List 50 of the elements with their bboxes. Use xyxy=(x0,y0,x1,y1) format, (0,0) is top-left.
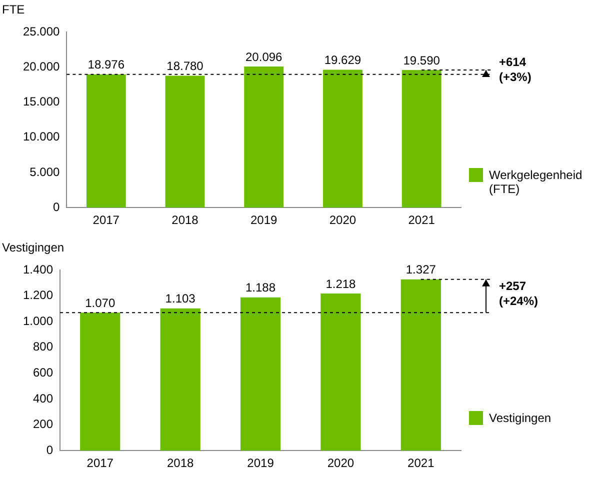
y-tick-label: 25.000 xyxy=(23,24,60,38)
annotation: +257 (+24%) xyxy=(499,278,538,308)
y-tick-label: 200 xyxy=(33,417,54,432)
x-tick-label: 2019 xyxy=(250,213,278,228)
data-label: 20.096 xyxy=(246,50,283,64)
x-tick-label: 2017 xyxy=(86,456,114,470)
data-label: 19.590 xyxy=(403,53,440,68)
y-tick-label: 1.200 xyxy=(23,288,54,302)
y-tick-label: 800 xyxy=(33,340,54,354)
y-tick-label: 10.000 xyxy=(23,130,60,144)
legend-label: Vestigingen xyxy=(489,410,552,425)
data-label: 1.103 xyxy=(165,292,196,306)
bar xyxy=(160,308,200,451)
y-axis-title: Vestigingen xyxy=(2,240,64,254)
legend-label: Werkgelegenheid (FTE) xyxy=(489,168,584,196)
bar xyxy=(322,70,362,208)
data-label: 19.629 xyxy=(324,53,362,68)
x-tick-label: 2019 xyxy=(247,456,274,470)
data-label: 18.780 xyxy=(166,59,204,73)
x-tick-label: 2017 xyxy=(92,213,120,228)
bar xyxy=(165,76,205,208)
y-tick-label: 1.000 xyxy=(23,314,54,328)
y-tick-label: 1.400 xyxy=(23,262,54,276)
y-tick-label: 600 xyxy=(33,366,54,380)
annotation: +614 (+3%) xyxy=(499,54,532,84)
data-label: 1.218 xyxy=(326,276,356,291)
x-tick-label: 2021 xyxy=(408,213,436,228)
y-tick-label: 0 xyxy=(46,442,54,457)
bar xyxy=(240,297,281,451)
y-tick-label: 15.000 xyxy=(23,94,60,109)
data-label: 1.070 xyxy=(85,296,116,310)
data-label: 1.188 xyxy=(246,280,276,295)
bar xyxy=(244,66,284,208)
x-tick-label: 2020 xyxy=(329,213,356,228)
data-label: 1.327 xyxy=(406,262,436,277)
bar xyxy=(400,279,441,451)
bar xyxy=(86,74,126,208)
x-tick-label: 2018 xyxy=(166,456,194,470)
bar xyxy=(320,293,361,451)
y-tick-label: 20.000 xyxy=(23,59,60,74)
y-axis-title: FTE xyxy=(2,2,25,16)
y-tick-label: 5.000 xyxy=(30,164,60,179)
y-tick-label: 0 xyxy=(53,200,60,214)
data-label: 18.976 xyxy=(88,58,125,72)
y-tick-label: 400 xyxy=(33,391,54,406)
bar xyxy=(402,70,442,208)
x-tick-label: 2021 xyxy=(408,456,435,470)
x-tick-label: 2020 xyxy=(327,456,354,470)
x-tick-label: 2018 xyxy=(172,213,199,228)
bar xyxy=(80,312,120,451)
